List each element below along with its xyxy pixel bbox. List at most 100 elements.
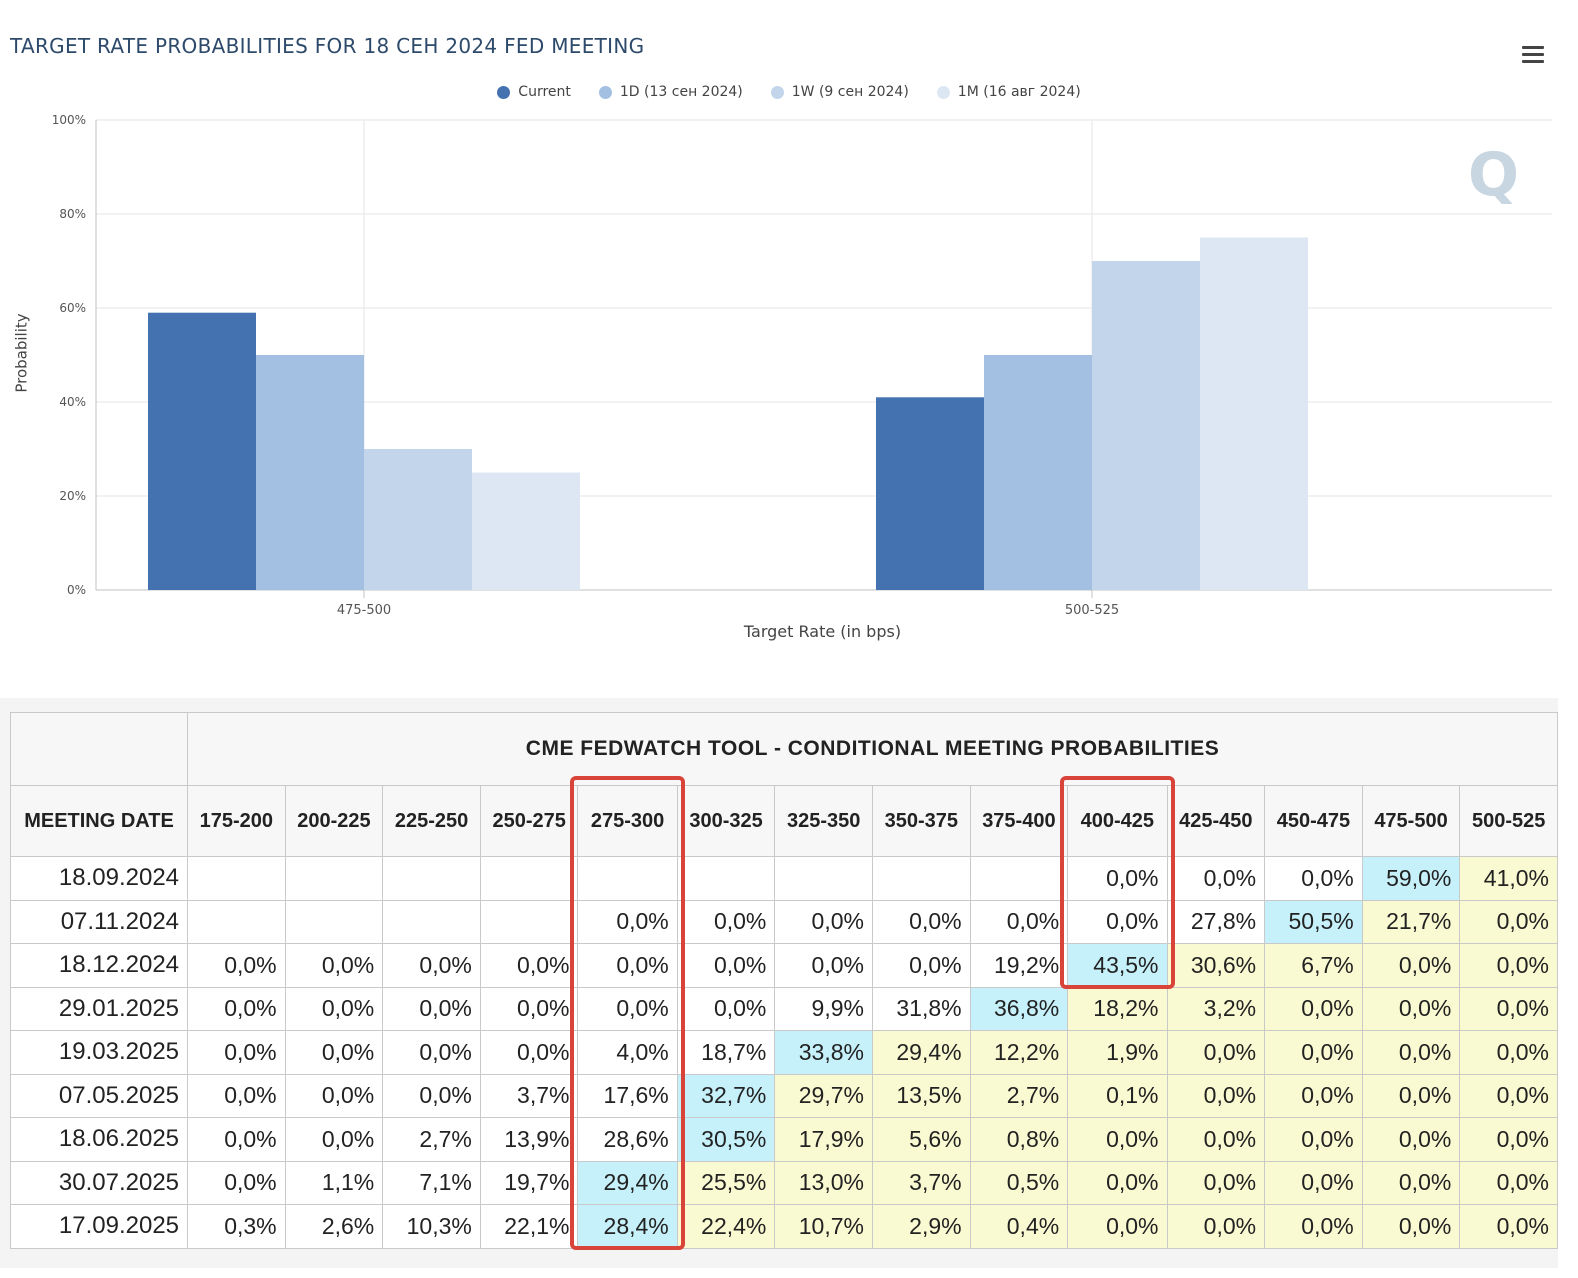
probability-cell: 0,0%	[774, 899, 873, 944]
probability-cell: 0,0%	[1459, 899, 1558, 944]
bar	[472, 472, 580, 590]
rate-column-header: 325-350	[774, 785, 873, 857]
table-row: 18.12.2024 0,0% 0,0% 0,0% 0,0% 0,0% 0,0% 0,0% 0,…	[9, 943, 1558, 988]
probability-cell: 3,7%	[479, 1073, 579, 1118]
probability-cell: 0,0%	[1166, 1160, 1266, 1205]
table-corner	[9, 712, 189, 786]
probability-cell: 21,7%	[1361, 899, 1461, 944]
probability-cell: 19,7%	[479, 1160, 579, 1205]
probability-cell: 3,7%	[871, 1160, 971, 1205]
probability-cell: 0,0%	[1459, 1117, 1558, 1162]
probability-cell: 0,0%	[577, 899, 678, 944]
probability-cell: 0,0%	[187, 943, 286, 988]
y-tick-label: 40%	[59, 395, 86, 409]
probability-cell: 0,0%	[1264, 1030, 1363, 1075]
rate-column-header: 475-500	[1361, 785, 1461, 857]
probability-cell: 29,4%	[871, 1030, 971, 1075]
probability-cell: 0,0%	[382, 943, 481, 988]
legend-label: 1W (9 сен 2024)	[791, 84, 909, 100]
bar	[148, 312, 256, 590]
probability-cell: 0,0%	[1264, 986, 1363, 1031]
meeting-date-cell: 17.09.2025	[9, 1204, 189, 1249]
probability-cell: 0,0%	[871, 899, 971, 944]
probability-cell: 43,5%	[1067, 943, 1168, 988]
probability-cell: 5,6%	[871, 1117, 971, 1162]
probability-cell: 29,7%	[774, 1073, 873, 1118]
probability-table-panel: CME FEDWATCH TOOL - CONDITIONAL MEETING …	[0, 698, 1558, 1268]
meeting-date-header: MEETING DATE	[9, 785, 189, 857]
probability-cell: 0,1%	[1067, 1073, 1168, 1118]
y-tick-label: 0%	[67, 583, 86, 597]
probability-cell: 29,4%	[577, 1160, 678, 1205]
bar	[984, 355, 1092, 590]
probability-cell: 0,0%	[676, 986, 776, 1031]
probability-cell: 0,0%	[577, 943, 678, 988]
probability-cell: 0,0%	[1361, 943, 1461, 988]
probability-cell: 0,0%	[871, 943, 971, 988]
table-row: 30.07.2025 0,0% 1,1% 7,1% 19,7% 29,4% 25,5% 13,…	[9, 1160, 1558, 1205]
legend-item[interactable]: 1M (16 авг 2024)	[936, 84, 1081, 100]
probability-cell: 50,5%	[1264, 899, 1363, 944]
probability-cell: 18,7%	[676, 1030, 776, 1075]
probability-cell: 0,4%	[969, 1204, 1069, 1249]
legend-item[interactable]: 1D (13 сен 2024)	[598, 84, 743, 100]
hamburger-menu-icon[interactable]	[1522, 46, 1544, 64]
probability-cell: 33,8%	[774, 1030, 873, 1075]
rate-column-header: 500-525	[1459, 785, 1558, 857]
probability-cell: 0,0%	[1459, 1073, 1558, 1118]
probability-cell: 0,0%	[1264, 1160, 1363, 1205]
probability-cell: 0,0%	[1067, 1117, 1168, 1162]
table-caption: CME FEDWATCH TOOL - CONDITIONAL MEETING …	[187, 712, 1558, 786]
probability-cell: 0,0%	[479, 986, 579, 1031]
y-tick-label: 60%	[59, 301, 86, 315]
bar	[256, 355, 364, 590]
probability-cell: 0,0%	[1166, 1030, 1266, 1075]
chart-title: TARGET RATE PROBABILITIES FOR 18 СЕН 202…	[10, 34, 645, 58]
probability-cell: 6,7%	[1264, 943, 1363, 988]
probability-cell: 0,0%	[676, 899, 776, 944]
meeting-date-cell: 07.05.2025	[9, 1073, 189, 1118]
rate-column-header: 175-200	[187, 785, 286, 857]
probability-cell: 36,8%	[969, 986, 1069, 1031]
probability-cell	[871, 856, 971, 901]
probability-cell: 17,6%	[577, 1073, 678, 1118]
probability-cell: 10,7%	[774, 1204, 873, 1249]
probability-cell: 0,0%	[382, 986, 481, 1031]
x-tick-label: 500-525	[1065, 603, 1119, 618]
probability-cell: 0,0%	[187, 1030, 286, 1075]
legend-marker-icon	[497, 85, 511, 99]
table-row: 18.06.2025 0,0% 0,0% 2,7% 13,9% 28,6% 30,5% 17,…	[9, 1117, 1558, 1162]
table-row: 07.05.2025 0,0% 0,0% 0,0% 3,7% 17,6% 32,7% 29,7…	[9, 1073, 1558, 1118]
probability-table: CME FEDWATCH TOOL - CONDITIONAL MEETING …	[9, 712, 1558, 1249]
table-row: 18.09.2024 0,0% 0,0% 0,0% 59,0% 41,0%	[9, 856, 1558, 901]
bar	[1092, 261, 1200, 590]
legend-item[interactable]: 1W (9 сен 2024)	[770, 84, 909, 100]
rate-column-header: 425-450	[1166, 785, 1266, 857]
meeting-date-cell: 19.03.2025	[9, 1030, 189, 1075]
chart-legend: Current 1D (13 сен 2024) 1W (9 сен 2024) 1M…	[0, 84, 1578, 100]
probability-cell: 0,0%	[187, 1117, 286, 1162]
probability-cell: 0,0%	[1361, 1117, 1461, 1162]
probability-cell: 0,0%	[284, 943, 384, 988]
rate-column-header: 225-250	[382, 785, 481, 857]
table-row: 29.01.2025 0,0% 0,0% 0,0% 0,0% 0,0% 0,0% 9,9% 31…	[9, 986, 1558, 1031]
watermark-logo: Q	[1468, 140, 1520, 210]
probability-cell: 4,0%	[577, 1030, 678, 1075]
probability-cell: 0,0%	[284, 986, 384, 1031]
probability-cell: 0,0%	[969, 899, 1069, 944]
legend-marker-icon	[936, 85, 950, 99]
rate-column-header: 400-425	[1067, 785, 1168, 857]
probability-cell: 0,0%	[1067, 1204, 1168, 1249]
legend-label: 1M (16 авг 2024)	[957, 84, 1081, 100]
meeting-date-cell: 18.12.2024	[9, 943, 189, 988]
bar	[364, 449, 472, 590]
probability-cell: 13,0%	[774, 1160, 873, 1205]
probability-cell	[382, 899, 481, 944]
table-row: 17.09.2025 0,3% 2,6% 10,3% 22,1% 28,4% 22,4% 10…	[9, 1204, 1558, 1249]
probability-cell: 0,0%	[284, 1073, 384, 1118]
probability-cell: 7,1%	[382, 1160, 481, 1205]
probability-cell: 12,2%	[969, 1030, 1069, 1075]
legend-item[interactable]: Current	[497, 84, 571, 100]
probability-cell: 32,7%	[676, 1073, 776, 1118]
probability-cell: 0,3%	[187, 1204, 286, 1249]
